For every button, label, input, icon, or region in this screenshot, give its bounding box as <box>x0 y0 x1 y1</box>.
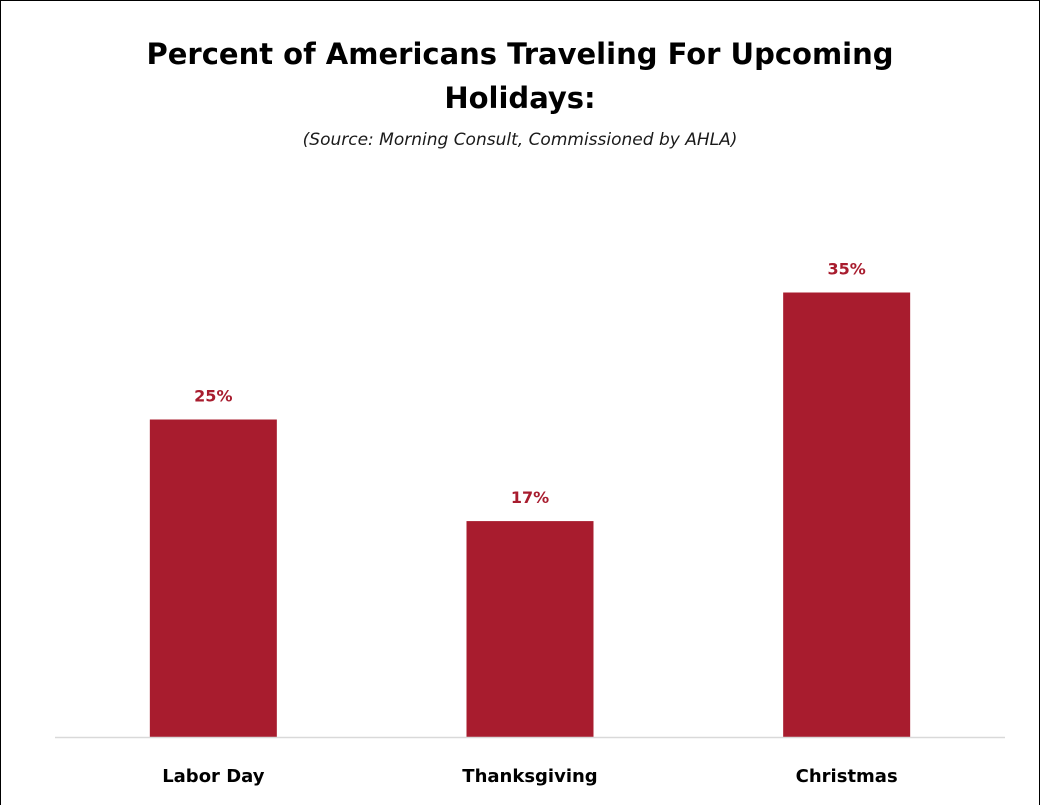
labels-group: 25% Labor Day 17% Thanksgiving 35% Christmas <box>162 260 897 788</box>
data-label: 35% <box>828 260 866 279</box>
chart-title: Percent of Americans Traveling For Upcom… <box>146 37 894 115</box>
data-label: 25% <box>194 387 232 406</box>
bar-labor-day <box>149 419 277 737</box>
bar-thanksgiving <box>466 521 594 737</box>
chart-subtitle: (Source: Morning Consult, Commissioned b… <box>302 130 738 150</box>
data-label: 17% <box>511 488 549 507</box>
bar-christmas <box>783 292 911 737</box>
x-tick-label: Christmas <box>796 766 898 787</box>
x-tick-label: Labor Day <box>162 766 265 787</box>
x-tick-label: Thanksgiving <box>462 766 597 787</box>
bars-group <box>149 292 911 737</box>
